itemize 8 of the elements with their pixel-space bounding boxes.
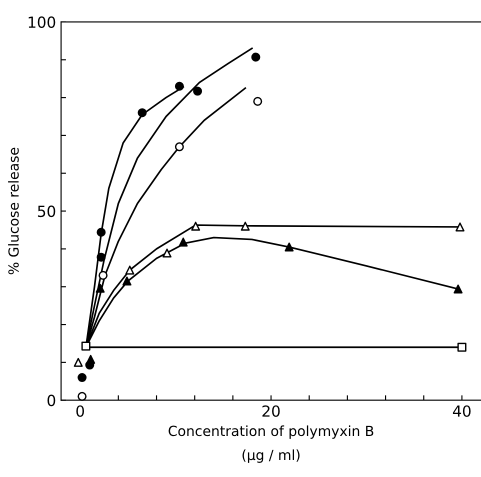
y-tick-label: 100 (28, 16, 56, 28)
x-tick-label: 0 (76, 405, 84, 417)
x-axis-title: Concentration of polymyxin B (μg / ml) (168, 425, 374, 463)
y-tick-label: 50 (38, 206, 56, 218)
y-tick-label: 0 (48, 394, 56, 406)
x-tick-label: 40 (452, 405, 471, 417)
y-axis-title: % Glucose release (8, 148, 19, 274)
x-tick-label: 20 (262, 405, 280, 417)
